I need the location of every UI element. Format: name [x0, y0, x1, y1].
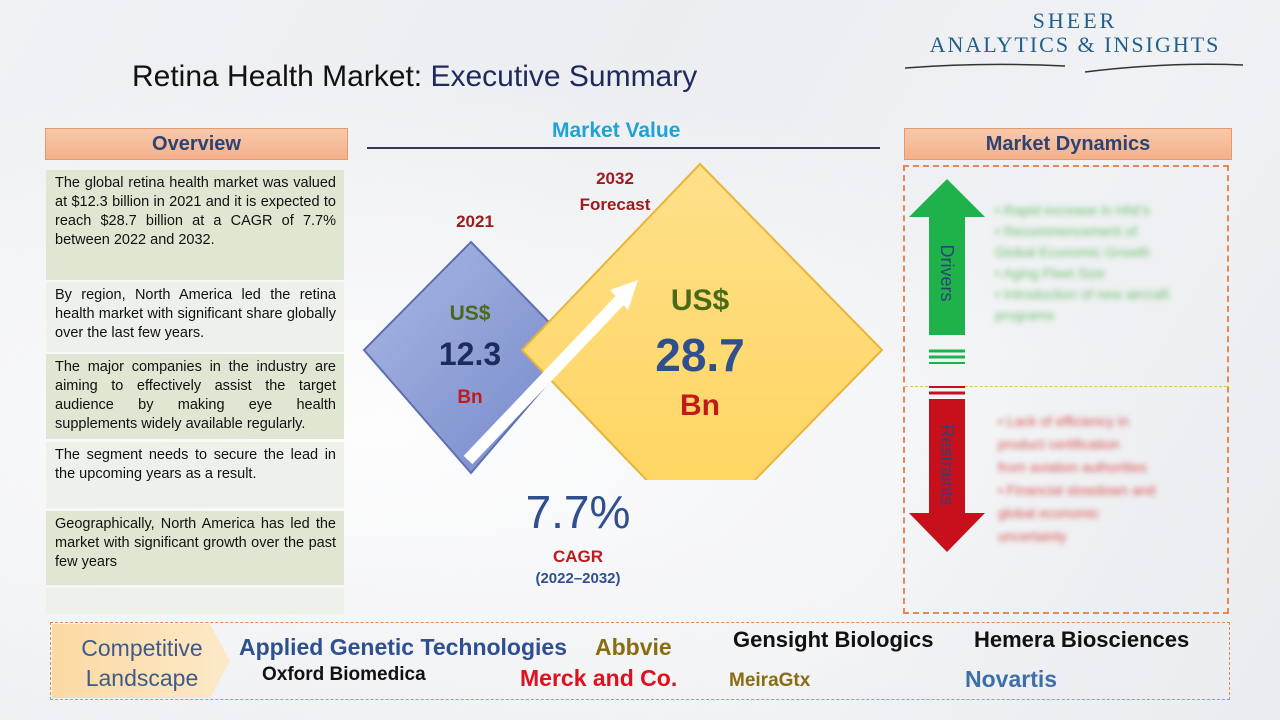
restraints-item: • Financial slowdown and [998, 482, 1156, 498]
brand-swoosh-icon [905, 63, 1244, 73]
drivers-item: • Rapid increase in HNI's [995, 202, 1150, 218]
overview-item-3: The major companies in the industry are … [46, 354, 344, 439]
competitive-label-line2: Landscape [85, 665, 199, 691]
company-name: Novartis [965, 666, 1058, 692]
company-name: Gensight Biologics [733, 627, 934, 652]
cagr-period: (2022–2032) [535, 570, 621, 587]
overview-item-2: By region, North America led the retina … [46, 282, 344, 352]
diamond-2021 [362, 240, 578, 475]
growth-arrow-icon [463, 280, 638, 465]
company-name: Applied Genetic Technologies [239, 634, 568, 660]
left-value: 12.3 [438, 336, 502, 372]
restraints-item: from aviation authorities [998, 459, 1147, 475]
company-name: Hemera Biosciences [974, 627, 1190, 652]
left-unit: Bn [457, 387, 483, 408]
restraints-arrow-icon [909, 386, 985, 552]
drivers-arrow-icon [909, 179, 985, 364]
market-dynamics-header: Market Dynamics [904, 128, 1232, 160]
drivers-item: programs [995, 307, 1055, 323]
brand-logo: SHEER ANALYTICS & INSIGHTS [905, 8, 1245, 73]
restraints-item: uncertainty [998, 528, 1067, 544]
drivers-label: Drivers [937, 244, 957, 302]
overview-item-6 [46, 588, 344, 614]
cagr-value: 7.7% [525, 486, 631, 538]
brand-line1: SHEER [1032, 8, 1118, 33]
cagr-label: CAGR [552, 547, 604, 566]
page-title-sub: Executive Summary [430, 60, 698, 93]
restraints-item: product certification [998, 436, 1120, 452]
restraints-item: • Lack of efficiency in [998, 413, 1129, 429]
drivers-item: • Aging Fleet Size [995, 265, 1105, 281]
forecast-label: Forecast [579, 195, 651, 214]
page-title-main: Retina Health Market: [132, 60, 423, 93]
competitive-label-line1: Competitive [81, 635, 203, 661]
competitive-landscape-label: Competitive Landscape [62, 633, 222, 693]
overview-item-1: The global retina health market was valu… [46, 170, 344, 280]
market-value-header: Market Value [552, 119, 681, 142]
drivers-list: • Rapid increase in HNI's • Recommenceme… [995, 200, 1220, 326]
year-2021-label: 2021 [456, 212, 494, 231]
page-title: Retina Health Market: Executive Summary [132, 60, 697, 94]
restraints-label: Restraints [937, 424, 957, 506]
overview-item-4: The segment needs to secure the lead in … [46, 442, 344, 508]
diamond-2032 [520, 162, 884, 480]
overview-header: Overview [45, 128, 348, 160]
overview-item-5: Geographically, North America has led th… [46, 511, 344, 585]
restraints-item: global economic [998, 505, 1100, 521]
drivers-item: • Introduction of new aircraft [995, 286, 1169, 302]
drivers-item: Global Economic Growth [995, 244, 1150, 260]
right-unit: Bn [680, 389, 720, 422]
left-currency: US$ [449, 302, 491, 325]
market-value-diagram [362, 162, 884, 480]
company-name: MeiraGtx [729, 670, 811, 691]
company-name: Merck and Co. [520, 665, 678, 691]
right-value: 28.7 [655, 329, 745, 381]
dynamics-arrows [909, 179, 985, 552]
restraints-list: • Lack of efficiency in product certific… [998, 410, 1220, 548]
competitive-chevron-icon [52, 624, 230, 698]
market-value-divider [367, 147, 880, 149]
year-2032-label: 2032 [596, 169, 634, 188]
dynamics-divider [905, 386, 1227, 387]
company-name: Abbvie [595, 634, 672, 660]
company-name: Oxford Biomedica [262, 664, 426, 685]
competitive-landscape-panel [50, 622, 1230, 700]
right-currency: US$ [670, 284, 730, 317]
drivers-item: • Recommencement of [995, 223, 1137, 239]
market-dynamics-panel [903, 165, 1229, 614]
brand-line2: ANALYTICS & INSIGHTS [929, 32, 1221, 57]
